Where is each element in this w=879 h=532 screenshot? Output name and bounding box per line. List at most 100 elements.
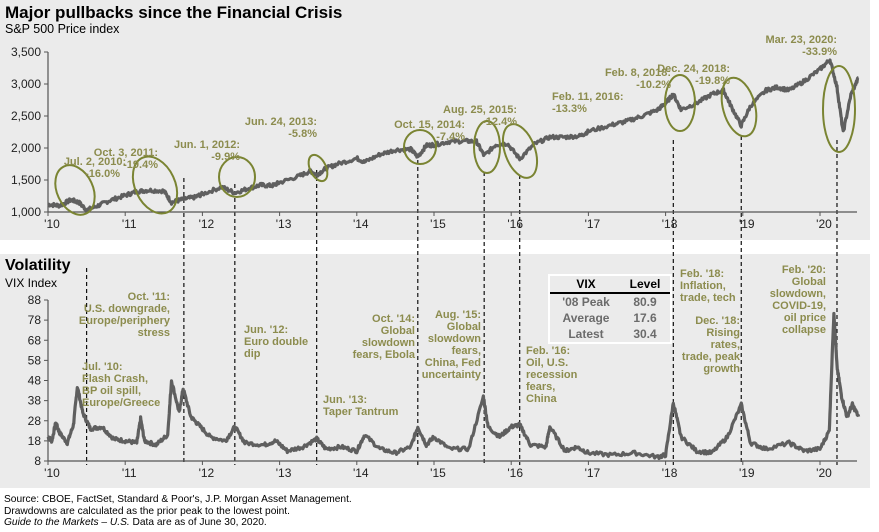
- vix-event-label: uncertainty: [422, 369, 482, 381]
- vix-event-label: dip: [244, 348, 261, 360]
- vix-event-label: oil price: [784, 312, 826, 324]
- vix-x-tick-label: '19: [739, 466, 755, 480]
- sp500-x-tick-label: '14: [353, 217, 369, 231]
- vix-row-value: 30.4: [633, 327, 657, 341]
- vix-y-tick-label: 78: [28, 313, 42, 327]
- chart-title: Major pullbacks since the Financial Cris…: [5, 3, 343, 22]
- pullback-date-label: Feb. 8, 2018:: [605, 67, 671, 79]
- pullback-ellipse: [218, 156, 256, 198]
- pullback-drawdown-label: -33.9%: [802, 46, 837, 58]
- vix-event-label: fears,: [452, 345, 481, 357]
- pullback-drawdown-label: -5.8%: [288, 128, 317, 140]
- vix-table-row: '08 Peak 80.9: [550, 294, 670, 310]
- vix-event-label: BP oil spill,: [82, 385, 141, 397]
- pullback-date-label: Jul. 2, 2010:: [64, 156, 126, 168]
- vix-y-tick-label: 68: [28, 333, 42, 347]
- vix-event-label: COVID-19,: [772, 300, 826, 312]
- vix-event-label: recession: [526, 369, 578, 381]
- vix-x-tick-label: '17: [585, 466, 601, 480]
- pullback-ellipse: [131, 155, 179, 215]
- footer-source: Source: CBOE, FactSet, Standard & Poor's…: [4, 494, 352, 505]
- vix-row-value: 17.6: [633, 311, 657, 325]
- vix-event-label: fears,: [526, 381, 555, 393]
- vix-event-label: Global: [447, 321, 481, 333]
- vix-y-tick-label: 88: [28, 293, 42, 307]
- footer: Source: CBOE, FactSet, Standard & Poor's…: [4, 494, 352, 529]
- sp500-x-tick-label: '15: [430, 217, 446, 231]
- sp500-x-tick-label: '16: [507, 217, 523, 231]
- vix-row-label: Latest: [568, 327, 604, 341]
- sp500-panel: [0, 0, 870, 240]
- footer-guide-title: Guide to the Markets – U.S.: [4, 517, 130, 528]
- pullback-date-label: Aug. 25, 2015:: [443, 104, 517, 116]
- pullback-date-label: Mar. 23, 2020:: [765, 34, 837, 46]
- sp500-x-tick-label: '20: [816, 217, 832, 231]
- pullback-date-label: Oct. 15, 2014:: [394, 119, 465, 131]
- vix-event-label: fears, Ebola: [353, 349, 416, 361]
- vix-row-label: '08 Peak: [562, 295, 610, 309]
- vix-event-label: Europe/periphery: [79, 315, 171, 327]
- vix-x-tick-label: '10: [44, 466, 60, 480]
- pullback-ellipse: [54, 164, 96, 216]
- vix-event-label: Jun. '12:: [244, 324, 288, 336]
- vix-table-header-level: Level: [629, 277, 661, 291]
- vix-table-header: VIX Level: [550, 276, 670, 294]
- vix-row-value: 80.9: [633, 295, 657, 309]
- vix-event-label: Global: [381, 325, 415, 337]
- vix-event-label: Feb. '20:: [782, 264, 826, 276]
- vix-event-label: Feb. '16:: [526, 345, 570, 357]
- vix-event-label: stress: [138, 327, 170, 339]
- volatility-title: Volatility: [5, 257, 71, 274]
- vix-event-label: Oil, U.S.: [526, 357, 568, 369]
- vix-event-label: Oct. '11:: [128, 291, 170, 303]
- pullback-drawdown-label: -12.4%: [482, 116, 517, 128]
- sp500-x-tick-label: '17: [585, 217, 601, 231]
- vix-event-label: U.S. downgrade,: [84, 303, 170, 315]
- pullback-ellipse: [307, 153, 329, 183]
- vix-y-tick-label: 58: [28, 353, 42, 367]
- pullback-drawdown-label: -19.4%: [123, 159, 158, 171]
- sp500-x-tick-label: '11: [122, 217, 137, 231]
- vix-x-tick-label: '13: [276, 466, 292, 480]
- sp500-x-tick-label: '19: [739, 217, 755, 231]
- sp500-x-tick-label: '10: [44, 217, 60, 231]
- pullback-drawdown-label: -10.2%: [636, 79, 671, 91]
- vix-x-tick-label: '16: [507, 466, 523, 480]
- pullback-date-label: Jun. 24, 2013:: [245, 116, 317, 128]
- vix-panel: [0, 254, 870, 488]
- vix-x-tick-label: '11: [122, 466, 137, 480]
- footer-date: Data are as of June 30, 2020.: [129, 517, 267, 528]
- vix-x-tick-label: '14: [353, 466, 369, 480]
- pullback-ellipse: [822, 65, 856, 153]
- vix-x-tick-label: '12: [199, 466, 215, 480]
- vix-table-row: Latest 30.4: [550, 326, 670, 342]
- pullback-date-label: Dec. 24, 2018:: [657, 63, 730, 75]
- sp500-y-tick-label: 3,500: [11, 45, 41, 59]
- vix-table: VIX Level '08 Peak 80.9 Average 17.6 Lat…: [548, 274, 672, 344]
- vix-event-label: Inflation,: [680, 280, 726, 292]
- vix-y-tick-label: 8: [34, 454, 41, 468]
- sp500-y-tick-label: 1,500: [11, 173, 41, 187]
- pullback-drawdown-label: -9.9%: [211, 151, 240, 163]
- vix-y-tick-label: 28: [28, 414, 42, 428]
- vix-x-tick-label: '18: [662, 466, 678, 480]
- vix-series-line: [46, 311, 861, 461]
- vix-y-tick-label: 48: [28, 374, 42, 388]
- pullback-date-label: Feb. 11, 2016:: [552, 91, 624, 103]
- pullback-ellipse: [473, 120, 501, 174]
- vix-y-tick-label: 18: [28, 434, 42, 448]
- volatility-subtitle: VIX Index: [5, 276, 58, 290]
- vix-event-label: slowdown: [362, 337, 415, 349]
- vix-event-label: Euro double: [244, 336, 308, 348]
- pullback-ellipse: [403, 129, 437, 165]
- vix-event-label: Rising: [706, 327, 740, 339]
- vix-y-tick-label: 38: [28, 394, 42, 408]
- pullback-ellipse: [664, 74, 696, 132]
- vix-event-label: Global: [792, 276, 826, 288]
- vix-event-label: slowdown,: [770, 288, 826, 300]
- sp500-y-tick-label: 2,000: [11, 141, 41, 155]
- vix-x-tick-label: '20: [816, 466, 832, 480]
- pullback-date-label: Jun. 1, 2012:: [174, 139, 240, 151]
- vix-event-label: China, Fed: [425, 357, 481, 369]
